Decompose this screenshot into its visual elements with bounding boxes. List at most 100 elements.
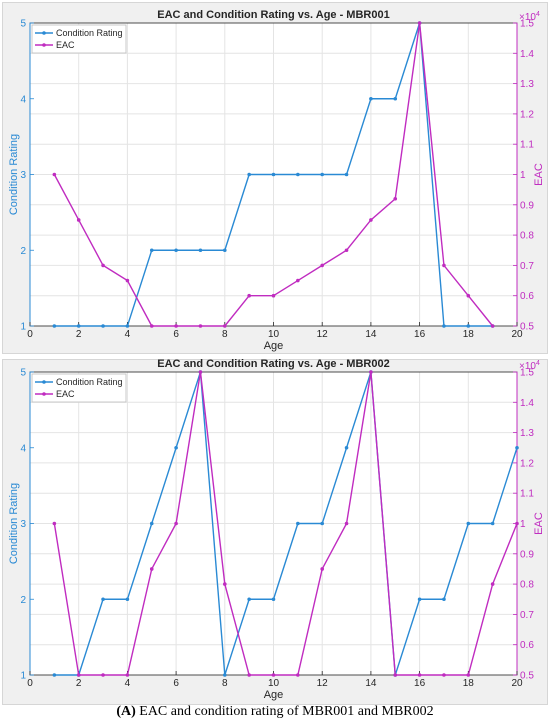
data-point bbox=[125, 324, 130, 328]
legend-marker bbox=[42, 43, 46, 47]
data-point bbox=[393, 673, 398, 677]
series-line bbox=[53, 371, 518, 676]
data-point bbox=[466, 521, 471, 526]
x-tick-label: 12 bbox=[317, 329, 329, 340]
caption-label: (A) bbox=[116, 704, 136, 719]
data-point bbox=[247, 293, 251, 298]
y-right-tick-label: 0.7 bbox=[520, 261, 534, 272]
y-right-tick-label: 1.4 bbox=[520, 398, 534, 409]
data-point bbox=[393, 96, 398, 101]
data-point bbox=[101, 263, 105, 268]
data-point bbox=[223, 673, 227, 677]
data-point bbox=[223, 248, 227, 253]
data-point bbox=[52, 324, 57, 328]
data-point bbox=[247, 673, 251, 677]
y-right-tick-label: 0.8 bbox=[520, 231, 534, 242]
data-point bbox=[52, 172, 57, 177]
x-tick-label: 10 bbox=[268, 329, 280, 340]
y-left-tick-label: 1 bbox=[20, 671, 26, 682]
y-left-tick-label: 5 bbox=[20, 19, 26, 30]
x-axis-label: Age bbox=[264, 689, 284, 701]
series-line bbox=[54, 371, 518, 676]
y-right-tick-label: 1.1 bbox=[520, 489, 534, 500]
data-point bbox=[515, 521, 519, 526]
data-point bbox=[344, 445, 349, 450]
x-tick-label: 12 bbox=[317, 678, 329, 689]
data-point bbox=[101, 597, 105, 602]
data-point bbox=[320, 567, 325, 571]
data-point bbox=[174, 248, 178, 253]
y-left-tick-label: 2 bbox=[20, 595, 26, 606]
caption-text: EAC and condition rating of MBR001 and M… bbox=[135, 704, 434, 719]
right-axis-exponent: ×104 bbox=[519, 360, 540, 372]
chart-panel-mbr002: 0 2 4 6 8 10 12 14 16 18 20 1 2 3 4 5 0.5 0.6 0.7 0.8 0.9 1 1.… bbox=[2, 358, 548, 705]
chart-panel-mbr001: 0 2 4 6 8 10 12 14 16 18 20 1 2 3 4 5 0.5 0.6 0.7 0.8 0.9 1 1.… bbox=[2, 2, 548, 354]
data-point bbox=[223, 324, 227, 328]
y-right-tick-label: 1.5 bbox=[520, 368, 534, 379]
data-point bbox=[296, 278, 300, 283]
y-right-tick-label: 1.3 bbox=[520, 79, 534, 90]
data-point bbox=[125, 597, 130, 602]
y-right-tick-label: 0.7 bbox=[520, 610, 534, 621]
data-point bbox=[125, 673, 130, 677]
x-tick-label: 0 bbox=[27, 329, 33, 340]
data-point bbox=[417, 673, 422, 677]
data-point bbox=[52, 673, 57, 677]
data-point bbox=[320, 172, 325, 177]
data-point bbox=[271, 597, 276, 602]
y-right-tick-label: 0.9 bbox=[520, 549, 534, 560]
legend-box bbox=[31, 24, 127, 54]
data-point bbox=[149, 248, 154, 253]
chart-title: EAC and Condition Rating vs. Age - MBR00… bbox=[157, 358, 389, 370]
data-point bbox=[344, 172, 349, 177]
data-point bbox=[466, 324, 471, 328]
data-point bbox=[417, 21, 422, 25]
data-point bbox=[149, 521, 154, 526]
y-right-tick-label: 0.6 bbox=[520, 291, 534, 302]
data-point bbox=[344, 521, 349, 526]
x-tick-label: 2 bbox=[76, 329, 82, 340]
legend-marker bbox=[42, 380, 46, 384]
x-tick-label: 20 bbox=[511, 678, 523, 689]
data-point bbox=[466, 293, 471, 298]
data-point bbox=[101, 673, 105, 677]
data-point bbox=[198, 248, 203, 253]
y-right-tick-label: 0.6 bbox=[520, 640, 534, 651]
legend-label: Condition Rating bbox=[56, 28, 123, 38]
data-point bbox=[198, 370, 203, 374]
right-axis-exponent: ×104 bbox=[519, 11, 540, 23]
x-tick-label: 10 bbox=[268, 678, 280, 689]
data-point bbox=[247, 172, 251, 177]
data-point bbox=[369, 96, 373, 101]
y-right-tick-label: 0.8 bbox=[520, 580, 534, 591]
y-left-axis-label: Condition Rating bbox=[8, 134, 20, 215]
y-right-tick-label: 0.9 bbox=[520, 200, 534, 211]
y-left-tick-label: 4 bbox=[20, 443, 26, 454]
y-right-axis-label: EAC bbox=[533, 163, 545, 186]
data-point bbox=[174, 324, 178, 328]
data-point bbox=[344, 248, 349, 253]
data-point bbox=[320, 263, 325, 268]
x-tick-label: 8 bbox=[222, 678, 228, 689]
x-tick-label: 0 bbox=[27, 678, 33, 689]
data-point bbox=[271, 293, 276, 298]
legend-marker bbox=[42, 31, 46, 35]
data-point bbox=[490, 324, 495, 328]
x-tick-label: 14 bbox=[365, 678, 377, 689]
legend: Condition Rating EAC bbox=[31, 24, 127, 54]
data-point bbox=[490, 521, 495, 526]
y-right-tick-label: 1.1 bbox=[520, 140, 534, 151]
y-right-tick-label: 1 bbox=[520, 170, 526, 181]
data-point bbox=[490, 582, 495, 586]
x-axis-label: Age bbox=[264, 340, 284, 352]
chart-mbr001: 0 2 4 6 8 10 12 14 16 18 20123450.50.60.70.80.911.… bbox=[8, 9, 545, 352]
y-right-tick-label: 1.2 bbox=[520, 458, 534, 469]
x-tick-label: 4 bbox=[125, 329, 131, 340]
data-point bbox=[442, 597, 446, 602]
y-left-tick-label: 2 bbox=[20, 246, 26, 257]
data-point bbox=[198, 324, 203, 328]
series-eac bbox=[52, 21, 495, 328]
data-point bbox=[271, 673, 276, 677]
data-point bbox=[76, 324, 81, 328]
data-point bbox=[125, 278, 130, 283]
